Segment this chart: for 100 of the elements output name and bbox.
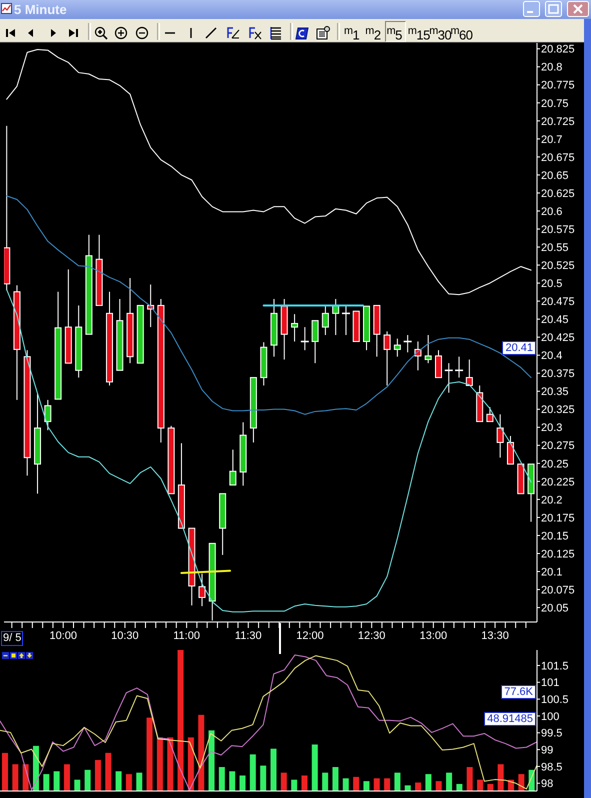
bar bbox=[146, 718, 153, 791]
y-tick-label: 20.7 bbox=[541, 134, 562, 146]
bar bbox=[322, 772, 328, 791]
candlestick bbox=[486, 406, 494, 422]
bar bbox=[64, 764, 70, 791]
y-tick-label: 100.5 bbox=[541, 694, 569, 706]
y-tick-label: 20.675 bbox=[541, 152, 575, 164]
text: $^{m}$5 bbox=[386, 24, 402, 42]
candlestick bbox=[496, 414, 504, 458]
bar bbox=[136, 772, 142, 791]
y-tick-label: 20.15 bbox=[541, 530, 569, 542]
bar bbox=[208, 730, 215, 791]
y-tick-label: 98.5 bbox=[541, 761, 562, 774]
candlestick bbox=[322, 304, 329, 336]
bar bbox=[342, 778, 349, 791]
bar bbox=[353, 776, 360, 791]
y-tick-label: 100 bbox=[541, 710, 560, 723]
text: $^{m}$1 bbox=[344, 24, 360, 42]
y-tick-label: 20.1 bbox=[541, 566, 562, 578]
bar bbox=[291, 780, 298, 791]
text: $^{m}$15 bbox=[408, 24, 430, 42]
candlestick bbox=[435, 350, 442, 378]
bar bbox=[487, 784, 494, 791]
y-tick-label: 20.65 bbox=[541, 170, 569, 182]
y-tick-label: 20.475 bbox=[541, 296, 575, 308]
y-tick-label: 20.225 bbox=[541, 476, 575, 488]
candlestick bbox=[44, 399, 52, 431]
y-tick-label: 20.625 bbox=[541, 188, 575, 200]
y-tick-label: 99.5 bbox=[541, 728, 562, 740]
y-tick-label: 98 bbox=[541, 778, 554, 790]
bar bbox=[363, 781, 370, 791]
annotation: 77.6K bbox=[501, 684, 536, 699]
candlestick bbox=[506, 435, 514, 465]
bar bbox=[270, 748, 276, 791]
bar bbox=[374, 778, 380, 791]
bar bbox=[54, 771, 60, 791]
y-tick-label: 20.2 bbox=[541, 494, 562, 506]
bar bbox=[498, 764, 504, 791]
x-tick-label: 13:00 bbox=[420, 630, 448, 642]
x-tick-label: 12:00 bbox=[296, 630, 324, 642]
x-tick-label: 11:00 bbox=[173, 630, 200, 642]
bar bbox=[394, 772, 400, 791]
y-tick-label: 101 bbox=[541, 677, 560, 690]
text: $^{m}$60 bbox=[450, 24, 472, 42]
y-tick-label: 20.775 bbox=[541, 80, 575, 92]
bar bbox=[198, 714, 204, 791]
bar bbox=[188, 737, 194, 791]
y-tick-label: 20.75 bbox=[541, 98, 569, 110]
bar bbox=[105, 752, 112, 791]
bar bbox=[167, 737, 174, 791]
bar bbox=[156, 737, 163, 791]
y-tick-label: 99 bbox=[541, 744, 554, 757]
bar bbox=[415, 782, 422, 791]
y-tick-label: 20.725 bbox=[541, 116, 575, 128]
y-tick-label: 20.425 bbox=[541, 332, 575, 344]
y-tick-label: 20.3 bbox=[541, 422, 562, 434]
y-tick-label: 20.325 bbox=[541, 404, 575, 416]
bar bbox=[94, 760, 101, 791]
y-tick-label: 20.125 bbox=[541, 548, 575, 560]
y-tick-label: 20.6 bbox=[541, 206, 562, 218]
text: $^{m}$2 bbox=[365, 24, 381, 42]
y-tick-label: 20.525 bbox=[541, 260, 575, 272]
candlestick bbox=[312, 320, 319, 364]
bar bbox=[178, 650, 184, 791]
x-tick-label: 11:30 bbox=[234, 630, 262, 642]
y-tick-label: 20.175 bbox=[541, 512, 575, 524]
bar bbox=[74, 780, 80, 791]
y-tick-label: 20.4 bbox=[541, 350, 562, 362]
annotation: 20.41 bbox=[502, 341, 536, 355]
y-tick-label: 20.825 bbox=[541, 44, 575, 56]
bar bbox=[301, 775, 308, 791]
bar bbox=[332, 767, 338, 791]
bar bbox=[12, 764, 18, 791]
y-tick-label: 20.5 bbox=[541, 278, 562, 290]
bar bbox=[126, 774, 132, 791]
bar bbox=[280, 772, 287, 791]
bar bbox=[250, 754, 256, 791]
y-tick-label: 20.35 bbox=[541, 386, 569, 398]
y-tick-label: 20.55 bbox=[541, 242, 569, 254]
bar bbox=[240, 775, 246, 791]
bar bbox=[456, 784, 462, 791]
bar bbox=[312, 744, 318, 791]
bar bbox=[384, 778, 390, 791]
y-tick-label: 20.275 bbox=[541, 440, 575, 452]
bar bbox=[32, 746, 39, 791]
bar bbox=[436, 781, 442, 791]
text: $^{m}$30 bbox=[429, 24, 452, 42]
y-tick-label: 20.575 bbox=[541, 224, 575, 236]
y-tick-label: 20.05 bbox=[541, 602, 569, 614]
bar bbox=[43, 774, 50, 791]
annotation: 48.91485 bbox=[484, 712, 536, 726]
candlestick bbox=[229, 449, 236, 486]
bar bbox=[116, 771, 122, 791]
y-tick-label: 20.075 bbox=[541, 584, 575, 596]
bar bbox=[84, 770, 91, 791]
x-tick-label: 10:00 bbox=[49, 630, 77, 642]
bar bbox=[446, 772, 452, 791]
y-tick-label: 20.45 bbox=[541, 314, 569, 326]
x-tick-label: 12:30 bbox=[358, 630, 386, 642]
y-tick-label: 20.8 bbox=[541, 62, 562, 74]
